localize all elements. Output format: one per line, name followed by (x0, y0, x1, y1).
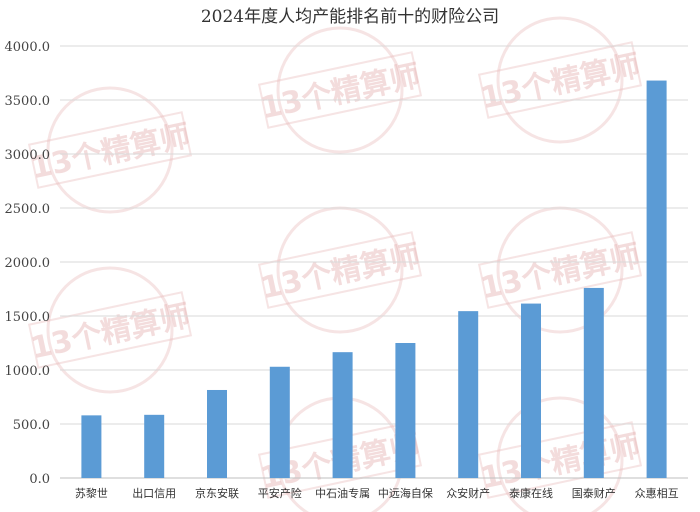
bar-6 (458, 311, 479, 478)
bar-2 (207, 389, 227, 478)
x-tick-label: 平安产险 (258, 486, 302, 500)
bar-7 (521, 303, 541, 478)
y-axis-ticks: 0.0 500.0 1000.0 1500.0 2000.0 2500.0 3000.0 35… (5, 40, 51, 487)
x-tick-label: 国泰财产 (572, 486, 616, 500)
chart-title: 2024年度人均产能排名前十的财险公司 (201, 7, 499, 27)
bar-3 (269, 366, 290, 478)
watermark-5: 13个精算师 (478, 206, 643, 334)
y-tick-label: 1000.0 (5, 364, 51, 379)
bar-4 (332, 352, 353, 478)
x-tick-label: 中远海自保 (378, 486, 433, 500)
bar-8 (583, 287, 604, 478)
bar-0 (81, 415, 102, 478)
y-tick-label: 500.0 (13, 418, 50, 433)
y-tick-label: 1500.0 (5, 310, 51, 325)
watermark-1: 13个精算师 (258, 26, 423, 154)
bars (81, 80, 667, 478)
watermark-2: 13个精算师 (478, 16, 643, 144)
y-tick-label: 2000.0 (5, 256, 51, 271)
x-tick-label: 出口信用 (132, 486, 176, 500)
watermark-3: 13个精算师 (28, 266, 193, 394)
x-tick-label: 中石油专属 (315, 486, 370, 500)
bar-5 (395, 343, 416, 478)
x-tick-label: 众安财产 (446, 486, 490, 500)
y-tick-label: 3000.0 (5, 148, 51, 163)
bar-9 (646, 80, 667, 478)
x-tick-label: 苏黎世 (75, 486, 108, 500)
gridlines (60, 45, 688, 479)
y-tick-label: 3500.0 (5, 94, 51, 109)
y-tick-label: 2500.0 (5, 202, 51, 217)
y-tick-label: 0.0 (29, 472, 50, 487)
x-axis-labels: 苏黎世 出口信用 京东安联 平安产险 中石油专属 中远海自保 众安财产 泰康在线 国泰财产 众惠相… (75, 486, 679, 500)
x-tick-label: 泰康在线 (509, 486, 553, 500)
y-tick-label: 4000.0 (5, 40, 51, 55)
watermark-6: 13个精算师 (478, 396, 643, 512)
watermark-4: 13个精算师 (258, 206, 423, 334)
bar-1 (144, 414, 165, 478)
x-tick-label: 众惠相互 (635, 486, 679, 500)
x-tick-label: 京东安联 (195, 486, 239, 500)
